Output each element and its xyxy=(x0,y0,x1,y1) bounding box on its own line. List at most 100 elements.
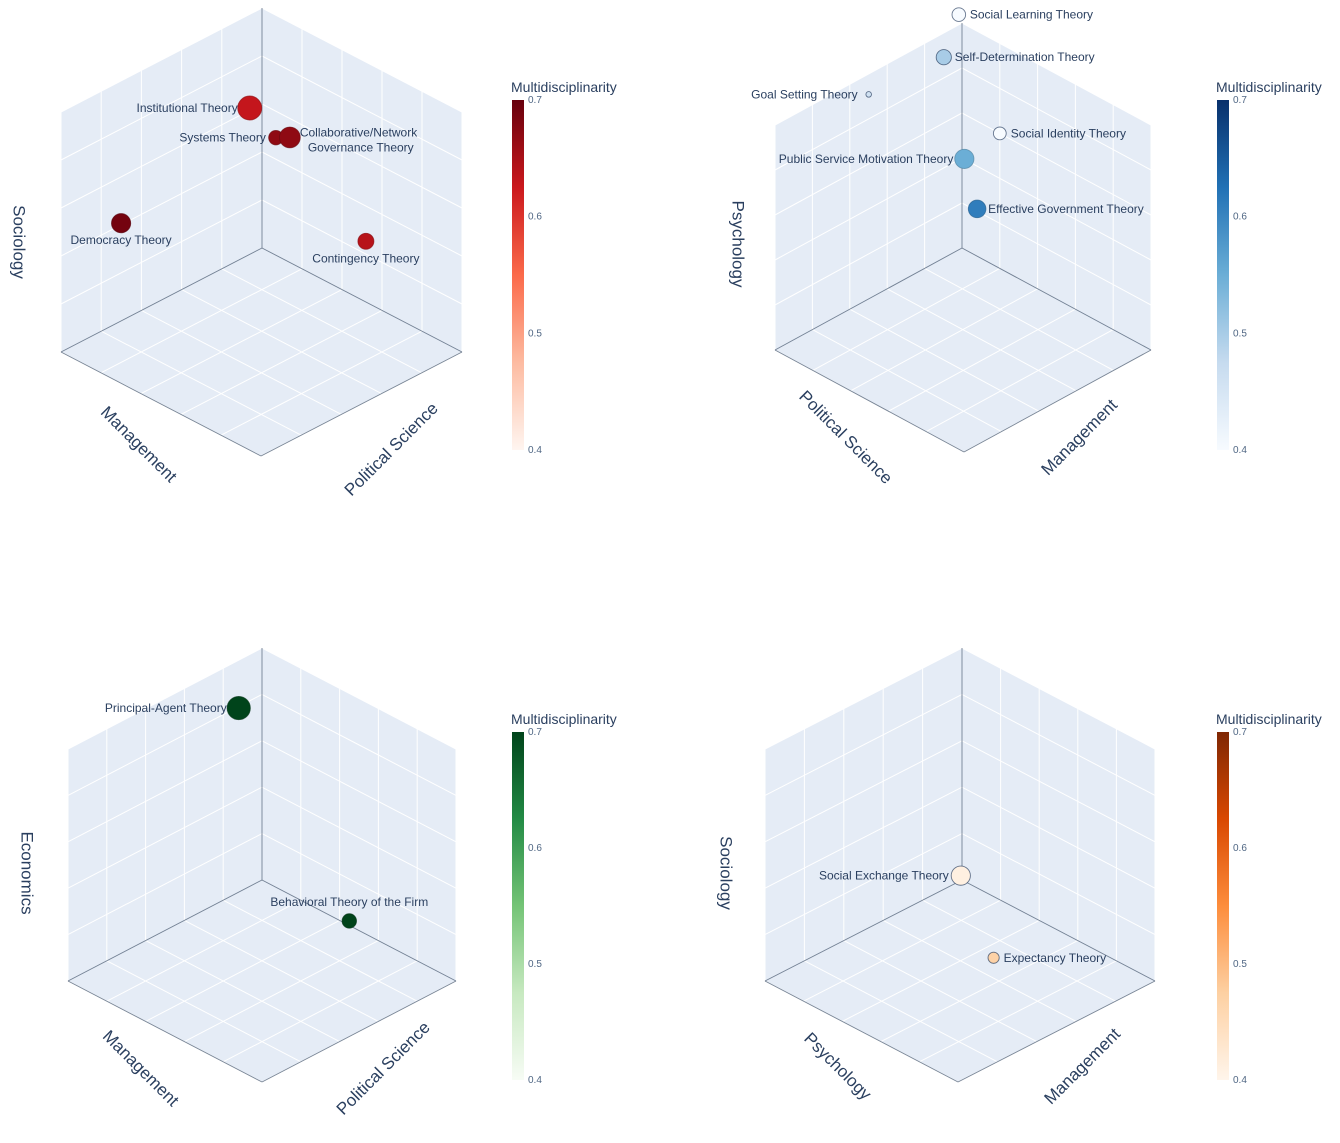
gridline xyxy=(261,7,463,113)
colorbar-tick: 0.6 xyxy=(1233,212,1247,223)
point-label-social-identity-theory: Social Identity Theory xyxy=(1011,126,1126,140)
point-behavioral-theory-of-the-firm xyxy=(341,913,357,929)
gridline xyxy=(961,157,1152,261)
gridline xyxy=(67,647,263,750)
axis-title-b: Management xyxy=(1040,1024,1124,1108)
axis-title-b: Management xyxy=(1037,395,1121,479)
gridline xyxy=(261,740,457,843)
gridline xyxy=(961,833,1156,936)
gridline xyxy=(261,55,463,161)
point-label-social-learning-theory: Social Learning Theory xyxy=(970,8,1093,22)
colorbar-tick: 0.5 xyxy=(1233,959,1247,970)
gridline xyxy=(220,330,423,436)
gridline xyxy=(774,112,963,216)
gridline xyxy=(843,940,1038,1043)
colorbar xyxy=(512,732,524,1080)
gridline xyxy=(261,693,457,796)
gridline xyxy=(774,67,963,171)
axis-line-b xyxy=(961,247,1152,351)
gridline xyxy=(100,268,303,374)
gridline xyxy=(60,7,263,113)
gridline xyxy=(106,960,302,1063)
gridline xyxy=(261,199,463,305)
point-expectancy-theory xyxy=(987,951,1000,964)
gridline xyxy=(67,786,263,889)
point-collaborative-network-governance-theory xyxy=(278,126,301,149)
gridline xyxy=(774,202,963,306)
axis-line-front xyxy=(774,349,965,453)
gridline xyxy=(184,919,379,1022)
gridline xyxy=(961,22,1152,126)
gridline xyxy=(60,103,263,209)
colorbar-tick: 0.4 xyxy=(528,445,542,456)
gridline xyxy=(261,833,457,936)
gridline xyxy=(961,67,1152,171)
gridline xyxy=(849,308,1040,412)
gridline xyxy=(888,308,1076,412)
axis-line-b xyxy=(67,879,263,982)
gridline xyxy=(261,786,457,889)
gridline xyxy=(803,899,1001,1002)
gridline xyxy=(764,833,963,936)
point-label-line: Governance Theory xyxy=(308,140,414,154)
gridline xyxy=(184,940,379,1043)
wall-b xyxy=(962,23,1151,350)
point-democracy-theory xyxy=(111,213,132,234)
gridline xyxy=(181,289,382,395)
colorbar xyxy=(512,100,524,450)
gridline xyxy=(774,157,963,261)
colorbar-title: Multidisciplinarity xyxy=(511,79,617,95)
gridline xyxy=(261,647,457,750)
colorbar-tick: 0.7 xyxy=(528,95,542,106)
gridline xyxy=(261,103,463,209)
colorbar-tick: 0.7 xyxy=(1233,727,1247,738)
gridline xyxy=(924,267,1114,371)
gridline xyxy=(880,940,1079,1043)
axis-line-a xyxy=(261,247,463,353)
gridline xyxy=(812,267,1001,371)
gridline xyxy=(60,151,263,257)
colorbar-tick: 0.4 xyxy=(1233,1075,1247,1086)
colorbar-tick: 0.5 xyxy=(528,328,542,339)
point-social-identity-theory xyxy=(992,126,1007,141)
gridline xyxy=(145,919,340,1022)
gridline xyxy=(222,899,418,1002)
colorbar-tick: 0.7 xyxy=(1233,95,1247,106)
gridline xyxy=(961,740,1156,843)
axis-line-b xyxy=(60,247,263,353)
point-label-expectancy-theory: Expectancy Theory xyxy=(1004,951,1107,965)
point-label-effective-government-theory: Effective Government Theory xyxy=(988,202,1144,216)
point-label-behavioral-theory-of-the-firm: Behavioral Theory of the Firm xyxy=(270,895,428,909)
point-label-collaborative-network-governance-theory: Collaborative/Network Governance Theory xyxy=(300,125,418,154)
gridline xyxy=(961,202,1152,306)
chart-panel-4: Psychology Management Sociology Multidiscip… xyxy=(705,635,1340,1143)
wall-b xyxy=(962,648,1155,981)
gridline xyxy=(774,22,963,126)
gridline xyxy=(961,693,1156,796)
gridline xyxy=(221,268,423,374)
gridline xyxy=(812,329,1002,433)
colorbar-tick: 0.6 xyxy=(528,212,542,223)
point-label-public-service-motivation-theory: Public Service Motivation Theory xyxy=(779,152,954,166)
point-social-exchange-theory xyxy=(950,865,971,886)
wall-a xyxy=(765,648,962,981)
gridline xyxy=(882,919,1077,1022)
colorbar-tick: 0.4 xyxy=(528,1075,542,1086)
point-label-contingency-theory: Contingency Theory xyxy=(312,251,419,265)
colorbar-title: Multidisciplinarity xyxy=(1216,711,1322,727)
axis-title-z: Sociology xyxy=(10,205,29,279)
wall-a xyxy=(262,8,462,352)
axis-line-front xyxy=(764,980,959,1083)
colorbar-title: Multidisciplinarity xyxy=(1216,79,1322,95)
gridline xyxy=(100,330,302,436)
colorbar-tick: 0.6 xyxy=(1233,843,1247,854)
gridline xyxy=(180,309,383,415)
point-goal-setting-theory xyxy=(865,91,872,98)
axis-line-a xyxy=(261,879,457,982)
gridline xyxy=(850,288,1038,392)
gridline xyxy=(222,960,418,1063)
wall-b xyxy=(68,648,262,981)
gridline xyxy=(886,288,1077,392)
point-label-self-determination-theory: Self-Determination Theory xyxy=(955,50,1095,64)
gridline xyxy=(764,786,963,889)
